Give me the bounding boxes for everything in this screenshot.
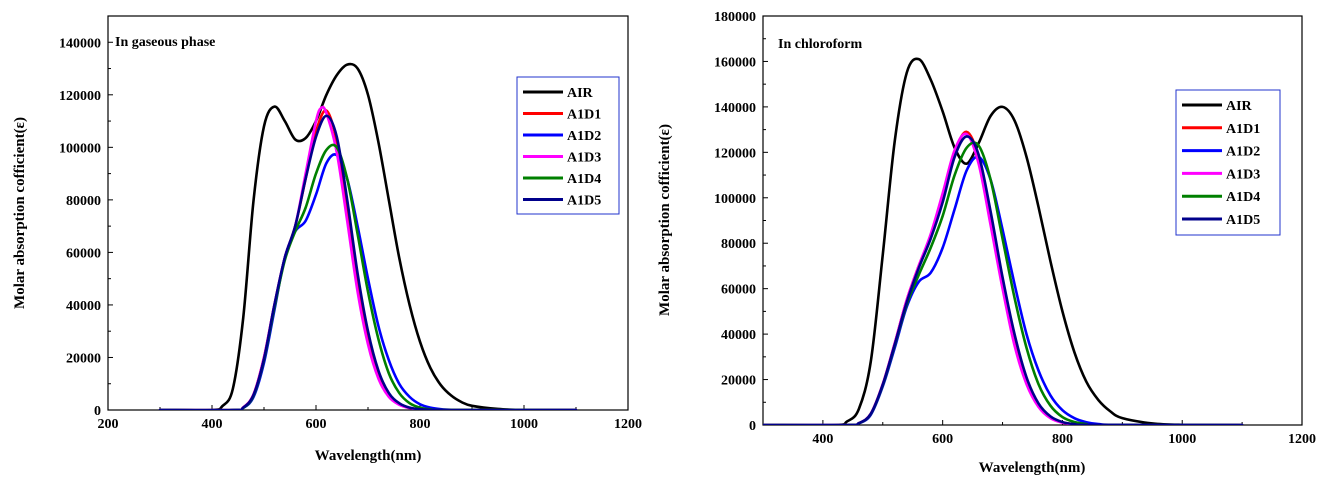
y-tick-label: 140000	[59, 36, 101, 51]
legend-label-a1d5: A1D5	[1226, 213, 1260, 228]
legend-label-a1d2: A1D2	[1226, 145, 1260, 160]
series-line-a1d5	[763, 135, 1244, 425]
x-tick-label: 200	[98, 417, 119, 432]
legend-label-air: AIR	[1226, 99, 1253, 114]
y-tick-label: 160000	[714, 55, 756, 70]
y-tick-label: 120000	[59, 89, 101, 104]
x-tick-label: 400	[202, 417, 223, 432]
x-tick-label: 1000	[510, 417, 538, 432]
legend-label-a1d1: A1D1	[1226, 122, 1260, 137]
legend-label-a1d3: A1D3	[567, 151, 601, 166]
y-tick-label: 80000	[66, 194, 101, 209]
y-tick-label: 0	[749, 419, 756, 434]
x-axis-label: Wavelength(nm)	[315, 448, 422, 464]
y-tick-label: 40000	[721, 328, 756, 343]
legend-label-a1d1: A1D1	[567, 108, 601, 123]
y-tick-label: 20000	[66, 351, 101, 366]
y-axis-label: Molar absorption cofficient(ε)	[657, 124, 673, 316]
x-tick-label: 1000	[1168, 432, 1196, 447]
chart-gaseous-phase: 200 400 600 800 1000 1200 0 20000 40000 60000 8000…	[12, 15, 642, 464]
series-group	[763, 57, 1244, 425]
chart-chloroform: 400 600 800 1000 1200 0 20000 40000 60000 80000 10…	[657, 10, 1316, 476]
chart-title: In chloroform	[778, 37, 862, 52]
y-tick-label: 0	[94, 404, 101, 419]
x-tick-label: 600	[306, 417, 327, 432]
x-tick-label: 400	[812, 432, 833, 447]
x-tick-label: 600	[932, 432, 953, 447]
y-tick-label: 100000	[714, 192, 756, 207]
legend-label-air: AIR	[567, 86, 594, 101]
legend: AIR A1D1 A1D2 A1D3 A1D4 A1D5	[516, 76, 620, 215]
chart-title: In gaseous phase	[115, 35, 215, 50]
legend-label-a1d3: A1D3	[1226, 167, 1260, 182]
y-tick-label: 120000	[714, 146, 756, 161]
series-line-a1d3	[158, 105, 578, 410]
legend-label-a1d2: A1D2	[567, 129, 601, 144]
legend-label-a1d4: A1D4	[1226, 190, 1260, 205]
y-tick-label: 20000	[721, 374, 756, 389]
y-tick-label: 140000	[714, 101, 756, 116]
x-tick-label: 1200	[1288, 432, 1316, 447]
series-line-air	[763, 57, 1244, 425]
y-tick-label: 60000	[721, 283, 756, 298]
legend-box	[516, 76, 620, 215]
y-tick-label: 100000	[59, 141, 101, 156]
series-line-a1d5	[158, 114, 578, 410]
x-axis-label: Wavelength(nm)	[979, 460, 1086, 476]
legend: AIR A1D1 A1D2 A1D3 A1D4 A1D5	[1175, 89, 1281, 236]
series-line-a1d1	[158, 109, 578, 410]
y-tick-label: 60000	[66, 246, 101, 261]
x-tick-label: 800	[410, 417, 431, 432]
y-tick-label: 80000	[721, 237, 756, 252]
series-group	[158, 62, 578, 410]
legend-label-a1d5: A1D5	[567, 194, 601, 209]
y-tick-label: 180000	[714, 10, 756, 25]
y-tick-label: 40000	[66, 299, 101, 314]
y-axis-label: Molar absorption cofficient(ε)	[12, 117, 28, 309]
x-tick-label: 1200	[614, 417, 642, 432]
series-line-air	[158, 62, 578, 410]
legend-label-a1d4: A1D4	[567, 172, 601, 187]
legend-box	[1175, 89, 1281, 236]
series-line-a1d2	[158, 153, 578, 410]
x-tick-label: 800	[1052, 432, 1073, 447]
